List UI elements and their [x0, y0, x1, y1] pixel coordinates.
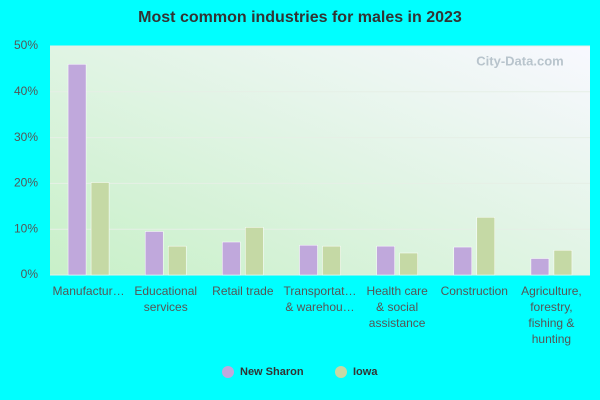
x-tick-label: Educational — [134, 284, 197, 298]
x-tick-label: Transportat… — [284, 284, 357, 298]
x-tick-label: fishing & — [528, 316, 574, 330]
bar — [376, 245, 395, 276]
x-tick-label: assistance — [369, 316, 426, 330]
bar — [453, 246, 473, 276]
x-tick-label: forestry, — [530, 300, 572, 314]
bar — [399, 252, 418, 276]
y-tick-label: 0% — [21, 267, 39, 281]
bar — [299, 244, 318, 276]
x-tick-label: Retail trade — [212, 284, 274, 298]
y-tick-label: 50% — [14, 38, 38, 52]
x-tick-label: Construction — [441, 284, 508, 298]
bar — [245, 227, 264, 276]
y-tick-label: 30% — [14, 130, 38, 144]
legend-swatch — [335, 366, 347, 378]
y-tick-label: 40% — [14, 84, 38, 98]
x-tick-label: Agriculture, — [521, 284, 582, 298]
bar — [144, 231, 164, 276]
bar — [476, 217, 496, 276]
bar — [553, 250, 573, 276]
plot-area — [50, 46, 590, 275]
y-tick-label: 20% — [14, 176, 38, 190]
x-tick-label: hunting — [532, 332, 571, 346]
x-tick-label: Manufactur… — [53, 284, 125, 298]
bar — [90, 182, 110, 276]
x-tick-label: Health care — [366, 284, 428, 298]
x-tick-label: & warehou… — [285, 300, 354, 314]
x-tick-label: & social — [376, 300, 418, 314]
legend-label: Iowa — [353, 366, 378, 378]
bar — [530, 258, 550, 276]
bar — [167, 245, 187, 276]
x-tick-label: services — [144, 300, 188, 314]
bar — [67, 64, 87, 276]
bar — [322, 245, 341, 276]
watermark: City-Data.com — [476, 53, 563, 68]
chart-title: Most common industries for males in 2023 — [138, 9, 462, 26]
legend-label: New Sharon — [240, 366, 304, 378]
bar — [222, 241, 241, 276]
legend-swatch — [222, 366, 234, 378]
y-tick-label: 10% — [14, 221, 38, 235]
